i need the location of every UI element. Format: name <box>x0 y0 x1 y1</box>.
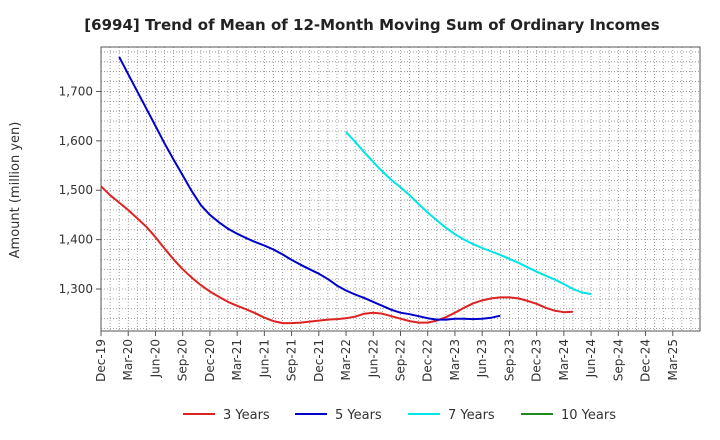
x-tick-label: Sep-22 <box>394 339 408 381</box>
x-tick-label: Dec-22 <box>421 339 435 382</box>
legend-label: 3 Years <box>223 408 270 423</box>
y-axis-title: Amount (million yen) <box>8 122 23 259</box>
legend-label: 5 Years <box>335 408 382 423</box>
y-tick-label: 1,600 <box>59 134 93 148</box>
x-tick-label: Sep-21 <box>285 339 299 381</box>
x-tick-label: Mar-24 <box>557 339 571 380</box>
x-tick-label: Sep-20 <box>176 339 190 381</box>
x-tick-label: Jun-23 <box>475 339 489 378</box>
y-tick-label: 1,300 <box>59 282 93 296</box>
y-tick-label: 1,700 <box>59 84 93 98</box>
x-tick-label: Jun-24 <box>584 339 598 378</box>
y-axis-ticks: 1,300 1,400 1,500 1,600 1,700 <box>59 84 101 296</box>
gridlines <box>101 47 700 331</box>
series-lines <box>100 56 592 325</box>
y-tick-label: 1,500 <box>59 183 93 197</box>
x-tick-label: Dec-19 <box>94 339 108 382</box>
x-tick-label: Sep-24 <box>611 339 625 381</box>
x-tick-label: Mar-23 <box>448 339 462 380</box>
legend: 3 Years 5 Years 7 Years 10 Years <box>183 408 616 423</box>
x-tick-label: Sep-23 <box>502 339 516 381</box>
x-tick-label: Mar-20 <box>121 339 135 380</box>
x-tick-label: Mar-21 <box>230 339 244 380</box>
legend-label: 10 Years <box>561 408 616 423</box>
series-line-3-years <box>100 185 573 325</box>
x-tick-label: Dec-24 <box>639 339 653 382</box>
x-tick-label: Jun-22 <box>366 339 380 378</box>
series-line-5-years <box>118 56 501 321</box>
legend-label: 7 Years <box>448 408 495 423</box>
x-tick-label: Jun-21 <box>257 339 271 378</box>
x-tick-label: Dec-20 <box>203 339 217 382</box>
series-line-7-years <box>345 131 592 295</box>
x-tick-label: Dec-23 <box>530 339 544 382</box>
chart-title: [6994] Trend of Mean of 12-Month Moving … <box>84 16 659 34</box>
y-tick-label: 1,400 <box>59 233 93 247</box>
x-tick-label: Jun-20 <box>148 339 162 378</box>
x-axis-ticks: Dec-19 Mar-20 Jun-20 Sep-20 Dec-20 Mar-21 Jun-… <box>94 331 680 382</box>
x-tick-label: Mar-22 <box>339 339 353 380</box>
x-tick-label: Dec-21 <box>312 339 326 382</box>
x-tick-label: Mar-25 <box>666 339 680 380</box>
